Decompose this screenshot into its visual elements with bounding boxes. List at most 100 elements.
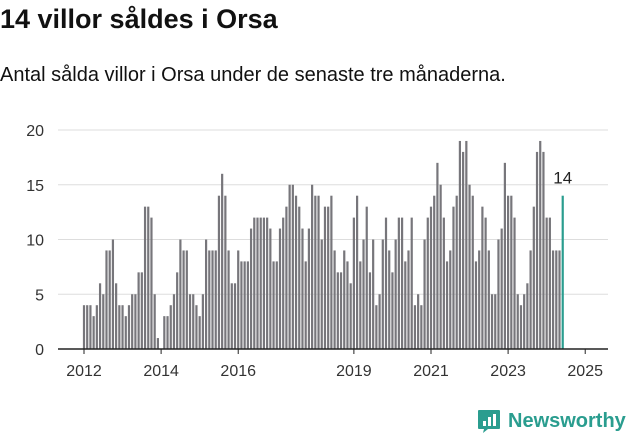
bar — [211, 250, 214, 349]
bar — [368, 272, 372, 349]
bar — [420, 305, 423, 349]
bar — [468, 184, 471, 349]
x-tick-label: 2016 — [220, 363, 256, 380]
bar — [359, 261, 362, 349]
y-tick-label: 20 — [26, 123, 44, 140]
bar — [391, 272, 394, 349]
newsworthy-logo-icon — [478, 410, 500, 433]
bar — [535, 151, 539, 349]
bar — [349, 283, 352, 349]
bar — [407, 250, 410, 349]
bar — [156, 338, 159, 349]
bar — [330, 195, 333, 349]
bar — [526, 283, 529, 349]
y-tick-label: 15 — [26, 178, 44, 195]
bar — [317, 195, 320, 349]
bar — [217, 195, 221, 349]
x-tick-label: 2012 — [66, 363, 102, 380]
y-axis-ticks: 0 5 10 15 20 — [26, 123, 44, 359]
bar — [532, 206, 535, 349]
bar — [278, 228, 282, 349]
bar — [185, 250, 188, 349]
bar — [497, 239, 500, 349]
bar — [249, 228, 253, 349]
bar — [214, 250, 217, 349]
annotations: 14 — [553, 169, 572, 188]
bar — [336, 272, 339, 349]
y-tick-label: 0 — [35, 342, 44, 359]
grid-lines — [58, 129, 608, 295]
bar — [362, 239, 365, 349]
bar — [378, 294, 381, 349]
bar — [462, 151, 465, 349]
bar — [426, 217, 429, 349]
bar — [481, 206, 484, 349]
bar — [102, 294, 105, 349]
bar — [140, 272, 143, 349]
bar — [86, 305, 89, 349]
bar — [230, 283, 233, 349]
bar — [301, 228, 304, 349]
bar — [442, 217, 445, 349]
y-tick-label: 10 — [26, 233, 44, 250]
bar — [143, 206, 147, 349]
bar — [545, 217, 548, 349]
bar — [243, 261, 246, 349]
x-tick-label: 2025 — [567, 363, 603, 380]
bar — [542, 151, 545, 349]
bar — [198, 316, 201, 349]
bar — [516, 294, 519, 349]
bar — [327, 206, 330, 349]
bar — [224, 195, 227, 349]
bar — [240, 261, 243, 349]
bar — [551, 250, 555, 349]
bar — [487, 250, 490, 349]
bar — [137, 272, 140, 349]
bar — [82, 305, 86, 349]
bar — [429, 206, 433, 349]
chart-subtitle: Antal sålda villor i Orsa under de senas… — [0, 64, 506, 86]
bar — [237, 250, 240, 349]
bar — [372, 239, 375, 349]
bar — [131, 294, 134, 349]
bar — [388, 250, 391, 349]
bar — [227, 250, 230, 349]
bar — [478, 250, 481, 349]
bar — [311, 184, 314, 349]
bar — [204, 239, 208, 349]
bar — [449, 250, 452, 349]
bar — [417, 294, 420, 349]
bar — [397, 217, 400, 349]
bar — [282, 217, 285, 349]
bar — [375, 305, 378, 349]
bar — [494, 294, 497, 349]
bar — [519, 305, 523, 349]
bar — [320, 239, 323, 349]
bar — [246, 261, 249, 349]
bar — [433, 195, 436, 349]
bar — [510, 195, 513, 349]
bar — [163, 316, 166, 349]
bar — [298, 206, 301, 349]
bar — [500, 228, 503, 349]
brand-name: Newsworthy — [508, 409, 626, 432]
bar — [439, 184, 442, 349]
bar — [539, 140, 542, 349]
bar — [484, 217, 487, 349]
bar — [166, 316, 169, 349]
bar — [147, 206, 150, 349]
bar — [400, 217, 404, 349]
chart-title: 14 villor såldes i Orsa — [0, 4, 278, 34]
bar — [89, 305, 92, 349]
bar — [253, 217, 256, 349]
bar — [150, 217, 153, 349]
bar — [352, 217, 355, 349]
bar — [384, 217, 388, 349]
bar — [256, 217, 259, 349]
bar — [221, 173, 224, 349]
bar — [208, 250, 211, 349]
bar — [201, 294, 204, 349]
bar — [111, 239, 115, 349]
y-tick-label: 5 — [35, 287, 44, 304]
bar — [507, 195, 510, 349]
